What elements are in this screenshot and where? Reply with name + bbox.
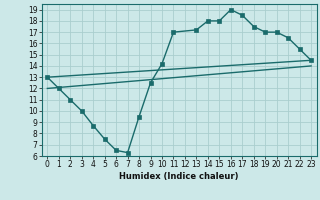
X-axis label: Humidex (Indice chaleur): Humidex (Indice chaleur) [119,172,239,181]
